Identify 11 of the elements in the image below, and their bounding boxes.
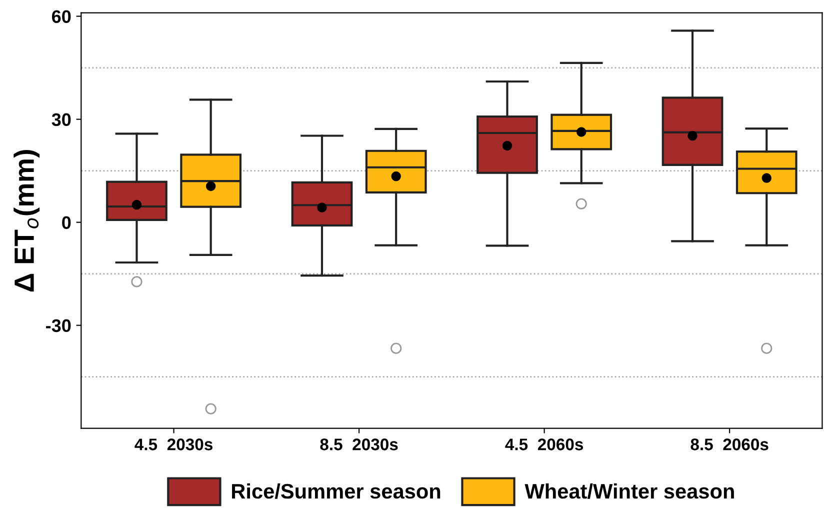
x-tick-label: 8.5 2030s — [320, 438, 398, 450]
x-tick-label: 4.5 2030s — [134, 438, 212, 450]
x-tick-label: 8.5 2060s — [690, 438, 768, 450]
y-tick-label: -30 — [46, 319, 71, 332]
legend-label: Rice/Summer season — [232, 483, 440, 499]
y-tick-label: 60 — [52, 10, 71, 23]
y-tick-label: 0 — [62, 216, 71, 230]
y-tick-label: 30 — [52, 113, 71, 126]
legend-label: Wheat/Winter season — [524, 483, 734, 499]
x-tick-label: 4.5 2060s — [505, 438, 584, 450]
y-axis-title: Δ ET$_{o}$(mm) — [14, 150, 40, 292]
